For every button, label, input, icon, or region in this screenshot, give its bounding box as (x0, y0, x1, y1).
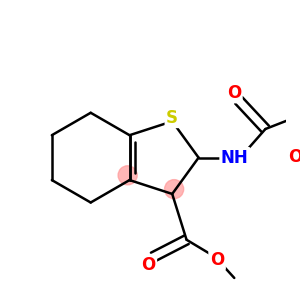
Circle shape (118, 166, 137, 185)
Text: O: O (288, 148, 300, 166)
Text: S: S (166, 109, 178, 127)
Circle shape (165, 180, 184, 199)
Text: O: O (210, 251, 224, 269)
Text: NH: NH (221, 148, 249, 166)
Text: O: O (141, 256, 155, 274)
Text: O: O (227, 84, 241, 102)
